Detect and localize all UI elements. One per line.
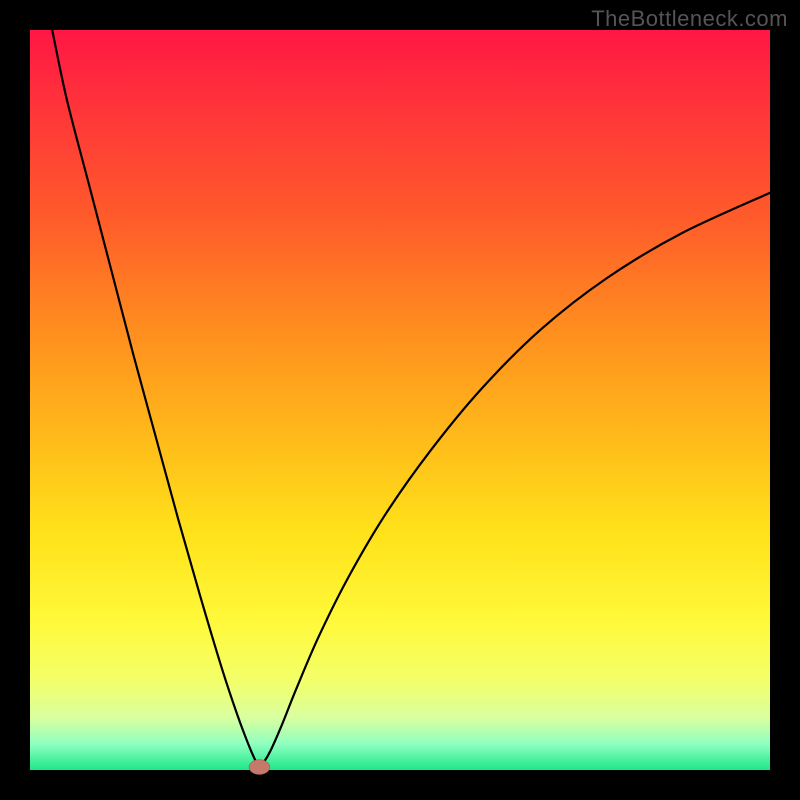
watermark-text: TheBottleneck.com bbox=[591, 6, 788, 32]
bottleneck-chart bbox=[0, 0, 800, 800]
optimal-point-marker bbox=[249, 760, 270, 775]
chart-svg bbox=[0, 0, 800, 800]
